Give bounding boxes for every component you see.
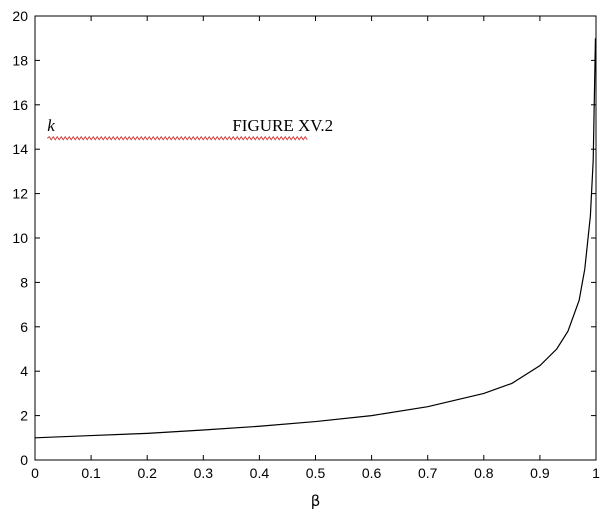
annotation-figure-title: FIGURE XV.2 xyxy=(232,116,333,135)
x-tick-label: 0.7 xyxy=(418,465,438,481)
y-tick-label: 20 xyxy=(12,8,28,24)
y-tick-label: 0 xyxy=(20,452,28,468)
x-tick-label: 1 xyxy=(592,465,600,481)
x-tick-label: 0.8 xyxy=(474,465,494,481)
y-tick-label: 16 xyxy=(12,97,28,113)
plot-area: 0 0.1 0.2 0.3 0.4 0.5 0.6 0.7 0.8 0.9 102468101214… xyxy=(12,8,600,510)
x-tick-label: 0.4 xyxy=(250,465,270,481)
y-tick-label: 12 xyxy=(12,186,28,202)
x-tick-label: 0.1 xyxy=(81,465,101,481)
x-tick-label: 0.6 xyxy=(362,465,382,481)
y-tick-label: 8 xyxy=(20,274,28,290)
x-tick-label: 0.9 xyxy=(530,465,550,481)
annotation-k: k xyxy=(47,116,55,135)
x-tick-label: 0.5 xyxy=(306,465,326,481)
spellcheck-underline xyxy=(46,135,308,141)
y-tick-label: 14 xyxy=(12,141,28,157)
y-tick-label: 2 xyxy=(20,408,28,424)
plot-frame xyxy=(34,15,597,461)
x-axis-label: β xyxy=(311,492,321,510)
x-tick-label: 0 xyxy=(31,465,39,481)
y-tick-label: 18 xyxy=(12,52,28,68)
series-line xyxy=(34,38,597,439)
x-tick-label: 0.2 xyxy=(137,465,157,481)
y-tick-label: 4 xyxy=(20,363,28,379)
y-tick-label: 10 xyxy=(12,230,28,246)
x-tick-label: 0.3 xyxy=(194,465,214,481)
y-tick-label: 6 xyxy=(20,319,28,335)
